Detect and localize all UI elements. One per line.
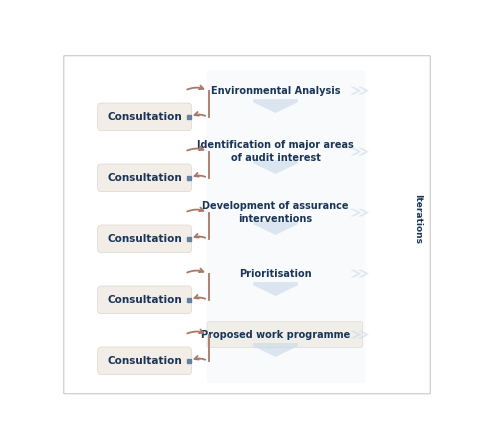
Polygon shape bbox=[358, 331, 369, 339]
Text: Proposed work programme: Proposed work programme bbox=[201, 330, 350, 340]
Polygon shape bbox=[350, 331, 362, 339]
FancyBboxPatch shape bbox=[207, 321, 362, 348]
Text: Identification of major areas
of audit interest: Identification of major areas of audit i… bbox=[197, 141, 354, 163]
Polygon shape bbox=[358, 270, 369, 278]
Polygon shape bbox=[253, 282, 298, 296]
FancyArrowPatch shape bbox=[195, 295, 205, 299]
Text: Consultation: Consultation bbox=[107, 295, 182, 305]
Text: Environmental Analysis: Environmental Analysis bbox=[211, 85, 340, 96]
FancyBboxPatch shape bbox=[98, 164, 191, 192]
FancyBboxPatch shape bbox=[64, 56, 430, 394]
FancyArrowPatch shape bbox=[195, 356, 205, 360]
Polygon shape bbox=[358, 209, 369, 216]
FancyArrowPatch shape bbox=[195, 234, 205, 238]
FancyBboxPatch shape bbox=[98, 286, 191, 314]
Text: Consultation: Consultation bbox=[107, 356, 182, 366]
FancyBboxPatch shape bbox=[98, 103, 191, 131]
Polygon shape bbox=[253, 160, 298, 174]
FancyBboxPatch shape bbox=[98, 347, 191, 375]
FancyBboxPatch shape bbox=[207, 70, 366, 383]
FancyArrowPatch shape bbox=[195, 112, 205, 116]
Polygon shape bbox=[253, 343, 298, 357]
FancyArrowPatch shape bbox=[187, 207, 203, 211]
Text: Prioritisation: Prioritisation bbox=[239, 269, 312, 279]
Polygon shape bbox=[350, 209, 362, 216]
FancyArrowPatch shape bbox=[187, 268, 203, 272]
FancyArrowPatch shape bbox=[187, 85, 203, 89]
Text: Consultation: Consultation bbox=[107, 173, 182, 183]
Polygon shape bbox=[350, 87, 362, 94]
Text: Development of assurance
interventions: Development of assurance interventions bbox=[202, 202, 349, 224]
Polygon shape bbox=[253, 221, 298, 235]
Polygon shape bbox=[358, 148, 369, 155]
Polygon shape bbox=[350, 148, 362, 155]
Polygon shape bbox=[350, 270, 362, 278]
Text: Iterations: Iterations bbox=[413, 194, 422, 244]
FancyArrowPatch shape bbox=[195, 173, 205, 177]
FancyBboxPatch shape bbox=[98, 225, 191, 253]
FancyArrowPatch shape bbox=[187, 146, 203, 150]
Text: Consultation: Consultation bbox=[107, 112, 182, 122]
Polygon shape bbox=[253, 99, 298, 113]
FancyArrowPatch shape bbox=[187, 329, 203, 333]
Text: Consultation: Consultation bbox=[107, 234, 182, 244]
Polygon shape bbox=[358, 87, 369, 94]
